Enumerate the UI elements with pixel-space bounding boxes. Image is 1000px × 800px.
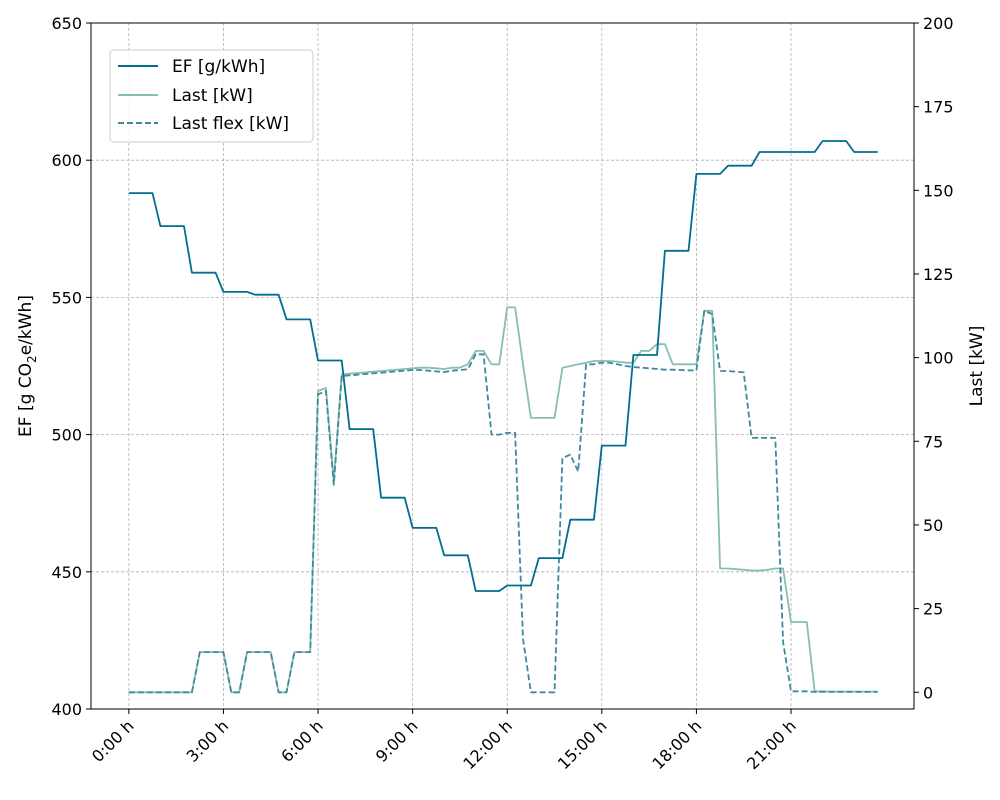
- y-axis-right-label: Last [kW]: [967, 326, 987, 407]
- x-tick-label: 6:00 h: [277, 716, 327, 766]
- x-tick-label: 3:00 h: [183, 716, 233, 766]
- plot-frame: [90, 22, 915, 710]
- y-left-tick-label: 550: [51, 288, 82, 307]
- y-right-tick-label: 200: [923, 14, 954, 33]
- y-right-tick-label: 150: [923, 181, 954, 200]
- y-left-tick-label: 600: [51, 151, 82, 170]
- legend-label-ef: EF [g/kWh]: [172, 57, 265, 77]
- x-tick-label: 18:00 h: [648, 716, 705, 773]
- y-right-tick-label: 125: [923, 265, 954, 284]
- x-axis: 0:00 h 3:00 h 6:00 h 9:00 h 12:00 h 15:00 h 18…: [88, 709, 800, 773]
- y-right-tick-label: 50: [923, 516, 943, 535]
- y-axis-right: 0 25 50 75 100 125 150 175 200: [914, 14, 954, 702]
- legend-label-last-flex: Last flex [kW]: [172, 114, 289, 134]
- legend-label-last: Last [kW]: [172, 86, 253, 106]
- x-tick-label: 12:00 h: [459, 716, 516, 773]
- series-last-flex-line: [128, 309, 878, 694]
- y-left-tick-label: 650: [51, 14, 82, 33]
- legend-box: [109, 49, 314, 143]
- series-ef-line: [128, 140, 878, 592]
- y-axis-left: 400 450 500 550 600 650: [51, 14, 91, 719]
- y-left-tick-label: 450: [51, 563, 82, 582]
- y-left-tick-label: 400: [51, 700, 82, 719]
- y-right-tick-label: 25: [923, 600, 943, 619]
- y-right-tick-label: 175: [923, 98, 954, 117]
- series-last-line: [128, 306, 878, 694]
- x-tick-label: 21:00 h: [743, 716, 800, 773]
- x-tick-label: 15:00 h: [554, 716, 611, 773]
- y-axis-left-label: EF [g CO2e/kWh]: [16, 295, 39, 437]
- legend: EF [g/kWh] Last [kW] Last flex [kW]: [109, 49, 314, 143]
- y-left-tick-label: 500: [51, 426, 82, 445]
- x-tick-label: 9:00 h: [372, 716, 422, 766]
- y-right-tick-label: 100: [923, 349, 954, 368]
- y-right-tick-label: 0: [923, 683, 933, 702]
- x-tick-label: 0:00 h: [88, 716, 138, 766]
- series-layer: [128, 140, 878, 694]
- y-right-tick-label: 75: [923, 432, 943, 451]
